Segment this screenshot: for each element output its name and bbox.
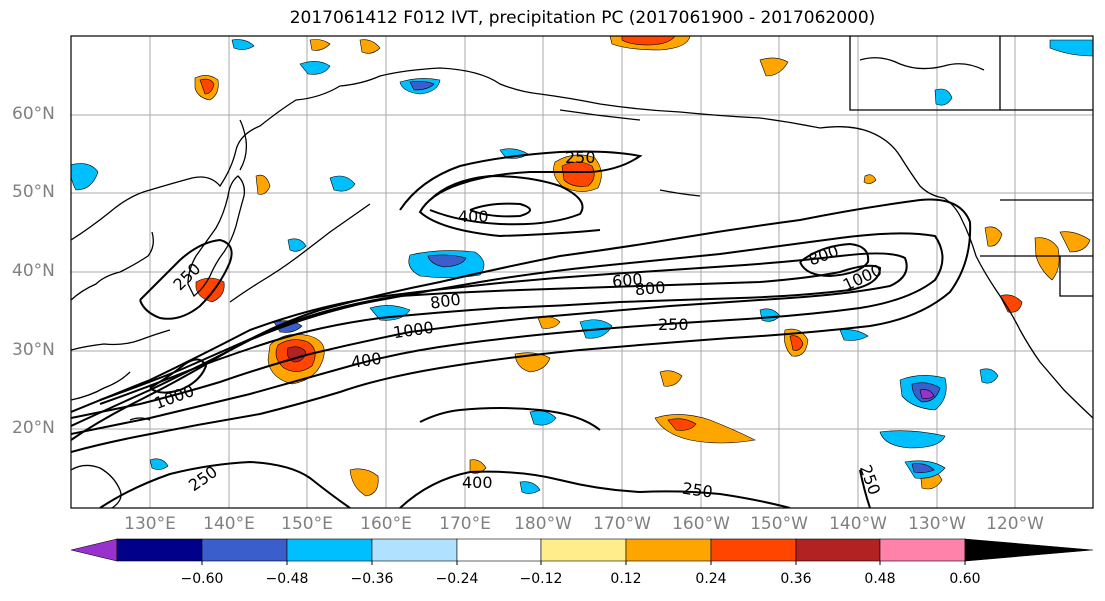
lat-label: 20°N — [12, 418, 55, 438]
contour-label: 600 — [611, 270, 643, 292]
colorbar-segment — [456, 538, 542, 562]
plot-frame — [70, 35, 1094, 509]
contour-label: 800 — [634, 278, 666, 300]
lon-label: 130°E — [124, 514, 176, 534]
colorbar-segment — [540, 538, 627, 562]
colorbar-tick-label: −0.24 — [435, 571, 479, 587]
lat-label: 50°N — [12, 182, 55, 202]
colorbar-segment — [625, 538, 712, 562]
colorbar-tick-label: 0.48 — [864, 571, 896, 587]
colorbar-segment — [710, 538, 797, 562]
colorbar-tick-label: −0.48 — [265, 571, 309, 587]
lon-label: 130°W — [908, 514, 966, 534]
colorbar-segment — [879, 538, 966, 562]
contour-label: 250 — [565, 148, 596, 167]
colorbar-segment — [286, 538, 373, 562]
colorbar-tick-label: −0.36 — [350, 571, 394, 587]
lon-label: 150°W — [750, 514, 808, 534]
lon-label: 160°W — [672, 514, 730, 534]
contour-label: 400 — [350, 349, 383, 372]
lon-label: 150°E — [281, 514, 333, 534]
contour-label: 250 — [681, 479, 714, 502]
colorbar-segment — [116, 538, 203, 562]
lon-label: 170°E — [439, 514, 491, 534]
lat-label: 60°N — [12, 104, 55, 124]
ivt-contours — [71, 150, 972, 508]
lon-label: 180°W — [514, 514, 572, 534]
lon-label: 160°E — [360, 514, 412, 534]
coastlines — [71, 36, 1093, 508]
colorbar-extend-low — [70, 538, 118, 562]
contour-label: 400 — [462, 473, 493, 492]
colorbar-tick-label: 0.12 — [610, 571, 642, 587]
colorbar-extend-high — [964, 538, 1094, 562]
colorbar-segment — [371, 538, 458, 562]
contour-label: 800 — [429, 290, 462, 313]
map-title: 2017061412 F012 IVT, precipitation PC (2… — [289, 8, 876, 28]
colorbar-tick-label: 0.60 — [949, 571, 981, 587]
colorbar-tick-label: −0.60 — [180, 571, 224, 587]
colorbar-tick-label: 0.24 — [695, 571, 727, 587]
lon-label: 140°W — [829, 514, 887, 534]
colorbar-tick-label: 0.36 — [780, 571, 812, 587]
colorbar-segment — [201, 538, 288, 562]
lat-label: 40°N — [12, 261, 55, 281]
precip-patches — [71, 36, 1093, 497]
contour-label: 400 — [458, 207, 489, 226]
lon-label: 120°W — [986, 514, 1044, 534]
lon-label: 170°W — [593, 514, 651, 534]
colorbar-ticks — [201, 561, 966, 565]
contour-label: 250 — [658, 315, 689, 334]
colorbar-tick-label: −0.12 — [519, 571, 563, 587]
lon-label: 140°E — [203, 514, 255, 534]
lat-label: 30°N — [12, 340, 55, 360]
colorbar — [70, 538, 1094, 562]
colorbar-segment — [795, 538, 881, 562]
